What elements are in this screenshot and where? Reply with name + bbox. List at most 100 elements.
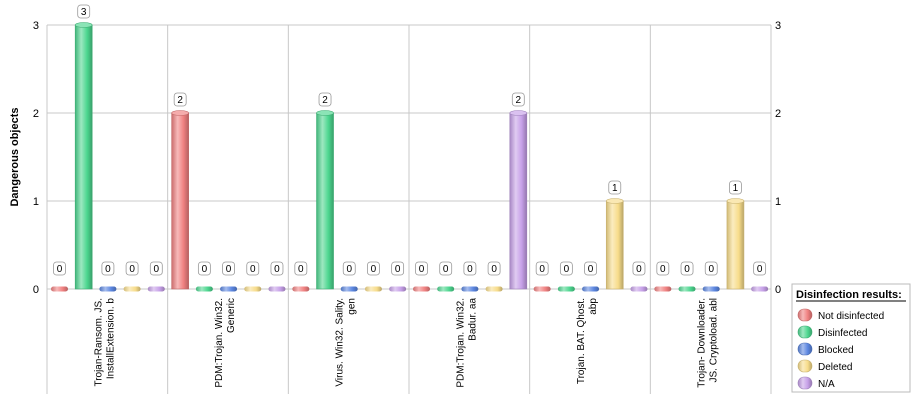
- bar: [630, 286, 648, 292]
- data-label-box: [101, 261, 115, 276]
- legend-entry: Blocked: [818, 345, 854, 356]
- category-label-line: Trojan- Downloader.: [697, 298, 708, 388]
- legend-box: [791, 283, 911, 393]
- data-label-box: [197, 261, 211, 276]
- bar: [340, 286, 358, 292]
- legend-entry: N/A: [818, 379, 835, 390]
- bar: [99, 286, 117, 292]
- data-label-box: [511, 92, 525, 107]
- data-label: 1: [612, 183, 618, 194]
- category-label: Trojan. BAT. Qhost. abp: [576, 298, 599, 385]
- y-tick-label-right: 2: [775, 108, 781, 120]
- category-label-line: Virus. Win32. Sality.: [335, 298, 346, 387]
- data-label-box: [342, 261, 356, 276]
- data-label-box: [704, 261, 718, 276]
- data-label-box: [270, 261, 284, 276]
- bar: [509, 112, 528, 290]
- data-label: 0: [346, 264, 352, 275]
- data-label: 2: [322, 95, 328, 106]
- data-label: 0: [250, 264, 256, 275]
- data-label-box: [632, 261, 646, 276]
- data-label: 0: [684, 264, 690, 275]
- data-label: 0: [564, 264, 570, 275]
- y-tick-label-left: 2: [33, 108, 39, 120]
- bar: [485, 286, 503, 292]
- data-label-box: [535, 261, 549, 276]
- data-label: 0: [467, 264, 473, 275]
- bar: [751, 286, 769, 292]
- data-label-box: [729, 180, 742, 195]
- category-label: Trojan-Ransom. JS. InstallExtension. b: [93, 298, 116, 387]
- bar: [557, 286, 575, 292]
- data-label: 0: [491, 264, 497, 275]
- legend-entry: Not disinfected: [818, 311, 884, 322]
- data-label: 0: [660, 264, 666, 275]
- legend-swatch: [797, 359, 813, 373]
- y-tick-label-right: 1: [775, 196, 781, 208]
- category-label: PDM:Trojan. Win32. Generic: [214, 298, 237, 388]
- y-tick-label-right: 0: [775, 284, 781, 296]
- data-label: 0: [419, 264, 425, 275]
- category-label-line: Trojan-Ransom. JS.: [93, 298, 104, 387]
- data-label-box: [246, 261, 260, 276]
- data-label-box: [608, 180, 622, 195]
- data-label: 1: [733, 183, 739, 194]
- data-label-box: [415, 261, 428, 276]
- y-tick-label-left: 0: [33, 284, 39, 296]
- bar: [364, 286, 382, 292]
- data-label-box: [439, 261, 453, 276]
- bar: [74, 24, 93, 290]
- bar: [678, 286, 696, 292]
- legend-title: Disinfection results:: [796, 289, 902, 301]
- bar-cap: [316, 110, 334, 116]
- data-label: 0: [395, 264, 401, 275]
- bar: [268, 286, 286, 292]
- data-label-box: [149, 261, 163, 276]
- data-label-box: [656, 261, 670, 276]
- data-label-box: [77, 4, 91, 19]
- bar: [605, 200, 624, 290]
- y-tick-label-left: 1: [33, 196, 39, 208]
- bar: [316, 112, 334, 290]
- category-label-line: InstallExtension. b: [105, 298, 116, 380]
- data-label: 0: [298, 264, 304, 275]
- bar: [654, 286, 672, 292]
- data-label-box: [173, 92, 187, 107]
- data-label-box: [584, 261, 597, 276]
- data-label: 0: [588, 264, 594, 275]
- bar: [244, 286, 262, 292]
- y-tick-label-right: 3: [775, 20, 781, 32]
- data-label: 0: [443, 264, 449, 275]
- legend-swatch: [797, 342, 813, 356]
- bar: [533, 286, 551, 292]
- data-label: 0: [757, 264, 763, 275]
- bar: [171, 112, 189, 290]
- bar: [726, 200, 745, 290]
- data-label-box: [391, 261, 405, 276]
- bar: [582, 286, 600, 292]
- data-label: 2: [177, 95, 183, 106]
- data-label: 0: [57, 264, 63, 275]
- data-label: 0: [202, 264, 208, 275]
- data-label-box: [294, 261, 308, 276]
- data-label-box: [222, 261, 235, 276]
- bar-cap: [509, 110, 528, 116]
- data-label-box: [487, 261, 501, 276]
- data-label: 0: [226, 264, 232, 275]
- category-label-line: JS. Cryptoload. abl: [709, 298, 720, 383]
- y-axis-title: Dangerous objects: [9, 107, 21, 206]
- data-label-box: [463, 261, 477, 276]
- category-label-line: PDM:Trojan. Win32.: [214, 298, 225, 388]
- bar: [147, 286, 165, 292]
- bar-cap: [171, 110, 189, 116]
- legend-entry: Deleted: [818, 362, 852, 373]
- data-label-box: [53, 261, 66, 276]
- data-label: 0: [636, 264, 642, 275]
- bar: [51, 286, 68, 292]
- bar-cap: [74, 22, 93, 28]
- category-label-line: gen: [347, 298, 358, 315]
- legend-entry: Disinfected: [818, 328, 867, 339]
- bar: [461, 286, 479, 292]
- legend-swatch: [797, 308, 813, 322]
